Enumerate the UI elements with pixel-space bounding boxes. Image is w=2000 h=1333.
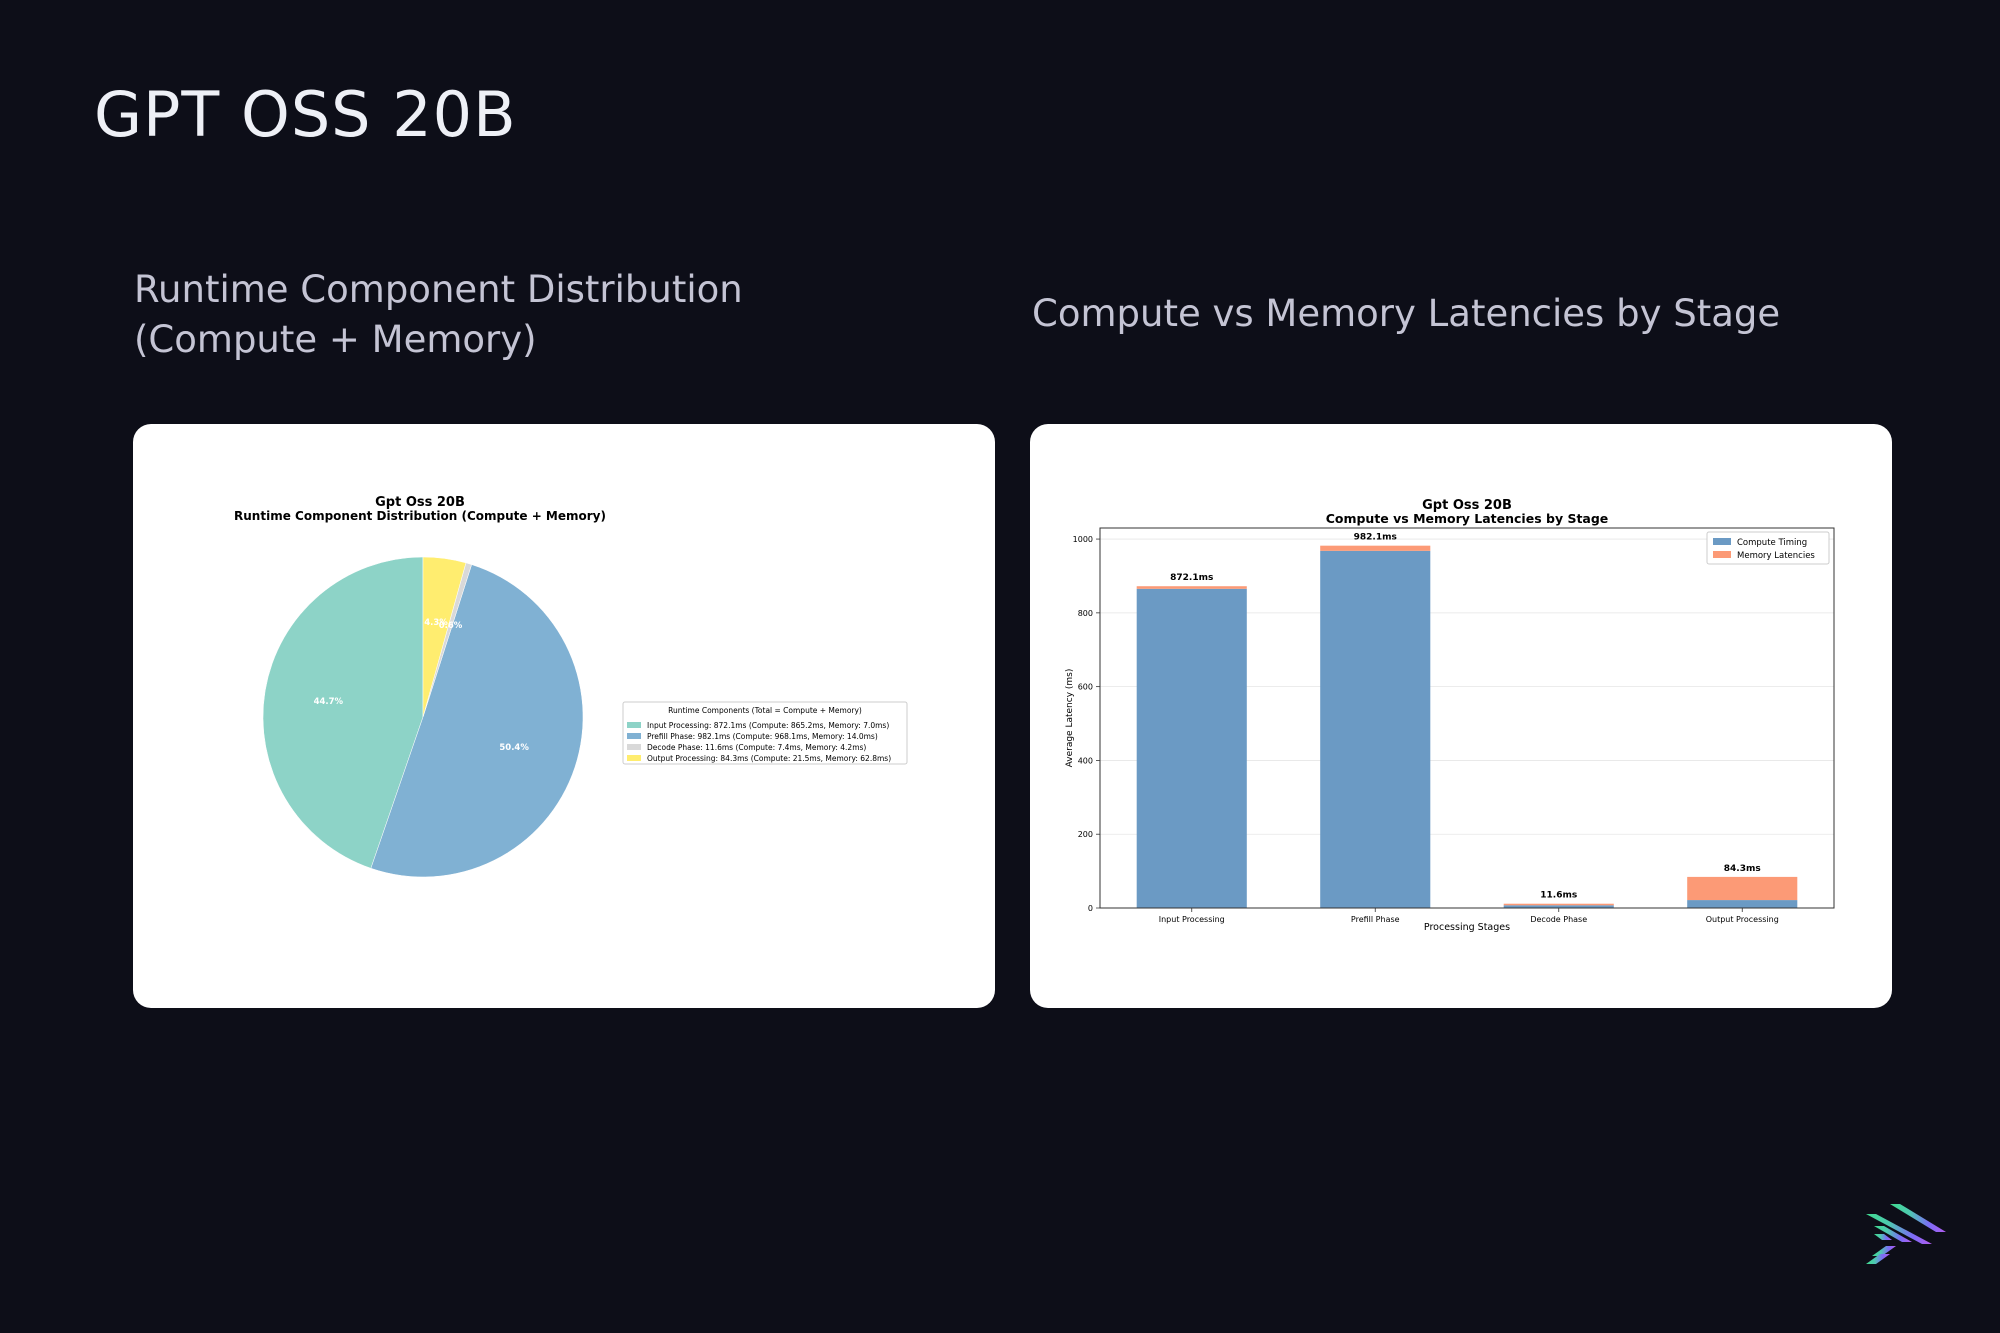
pie-section-heading-line-1: Runtime Component Distribution <box>134 268 743 311</box>
pie-legend-entry: Output Processing: 84.3ms (Compute: 21.5… <box>647 754 891 763</box>
pie-slice-output-processing <box>422 556 467 718</box>
bar-x-tick-label: Output Processing <box>1706 915 1779 924</box>
bar-segment-compute-timing <box>1503 905 1614 908</box>
pie-slices <box>262 556 584 878</box>
bar-chart-subtitle: Compute vs Memory Latencies by Stage <box>1326 511 1609 526</box>
pie-legend-entry: Decode Phase: 11.6ms (Compute: 7.4ms, Me… <box>647 743 866 752</box>
bar-total-label: 982.1ms <box>1354 533 1397 543</box>
bar-x-tick-label: Prefill Phase <box>1351 915 1400 924</box>
bar-legend-swatch <box>1713 538 1731 545</box>
bar-chart-title: Gpt Oss 20B <box>1422 498 1512 513</box>
bar-segment-memory-latencies <box>1687 876 1798 901</box>
bar-y-tick-label: 800 <box>1078 609 1093 618</box>
bar-y-tick-label: 200 <box>1078 830 1093 839</box>
bar-x-axis-label: Processing Stages <box>1424 922 1510 933</box>
pie-chart-card: Gpt Oss 20B Runtime Component Distributi… <box>133 424 995 1008</box>
bar-total-labels: 872.1ms 982.1ms 11.6ms 84.3ms <box>1170 533 1761 901</box>
pie-legend-swatch <box>627 755 641 761</box>
page-title: GPT OSS 20B <box>94 78 517 151</box>
bar-legend-box <box>1706 531 1830 565</box>
brand-logo-icon <box>1866 1204 1946 1264</box>
bar-x-tick-label: Decode Phase <box>1530 915 1587 924</box>
bar-section-heading: Compute vs Memory Latencies by Stage <box>1032 289 1780 339</box>
pie-legend-swatch <box>627 744 641 750</box>
pie-percent-label: 0.6% <box>439 621 463 631</box>
pie-section-heading: Runtime Component Distribution (Compute … <box>134 265 743 365</box>
bar-y-tick-label: 400 <box>1078 756 1093 765</box>
bar-segment-memory-latencies <box>1320 545 1431 551</box>
pie-section-heading-line-2: (Compute + Memory) <box>134 318 537 361</box>
pie-legend-entry: Prefill Phase: 982.1ms (Compute: 968.1ms… <box>647 732 878 741</box>
pie-legend-swatch <box>627 733 641 739</box>
pie-percent-label: 4.3% <box>424 618 448 628</box>
bar-segment-compute-timing <box>1320 550 1431 908</box>
bar-plot-frame <box>1099 527 1835 909</box>
bar-section-heading-line-1: Compute vs Memory Latencies by Stage <box>1032 292 1781 335</box>
pie-percent-label: 50.4% <box>499 743 529 753</box>
pie-chart-title: Gpt Oss 20B <box>375 495 465 510</box>
bar-y-tick-label: 0 <box>1088 904 1093 913</box>
bar-segment-memory-latencies <box>1136 586 1247 589</box>
bar-y-axis-label: Average Latency (ms) <box>1065 669 1075 768</box>
bar-legend-entry: Compute Timing <box>1737 538 1807 548</box>
bar-legend: Compute Timing Memory Latencies <box>1706 531 1830 565</box>
pie-slice-input-processing <box>262 556 424 869</box>
pie-legend: Runtime Components (Total = Compute + Me… <box>622 701 908 765</box>
pie-legend-box <box>622 701 908 765</box>
pie-percent-label: 44.7% <box>314 697 344 707</box>
bar-chart-card: Gpt Oss 20B Compute vs Memory Latencies … <box>1030 424 1892 1008</box>
pie-slice-prefill-phase <box>370 564 584 878</box>
pie-legend-swatch <box>627 722 641 728</box>
bar-bars <box>1136 545 1798 908</box>
bar-total-label: 872.1ms <box>1170 573 1213 583</box>
pie-chart-subtitle: Runtime Component Distribution (Compute … <box>234 509 606 523</box>
bar-x-tick-label: Input Processing <box>1159 915 1225 924</box>
bar-y-tick-label: 1000 <box>1073 535 1093 544</box>
bar-segment-compute-timing <box>1136 588 1247 908</box>
bar-y-axis: 0 200 400 600 800 1000 <box>1073 535 1100 913</box>
bar-y-tick-label: 600 <box>1078 683 1093 692</box>
pie-percent-labels: 44.7% 50.4% 0.6%4.3% <box>314 618 530 753</box>
pie-chart: Gpt Oss 20B Runtime Component Distributi… <box>234 495 908 878</box>
bar-total-label: 11.6ms <box>1540 891 1577 901</box>
pie-legend-entry: Input Processing: 872.1ms (Compute: 865.… <box>647 721 889 730</box>
pie-legend-title: Runtime Components (Total = Compute + Me… <box>668 706 862 715</box>
bar-legend-swatch <box>1713 551 1731 558</box>
bar-total-label: 84.3ms <box>1724 864 1761 874</box>
bar-segment-memory-latencies <box>1503 903 1614 906</box>
bar-segment-compute-timing <box>1687 900 1798 908</box>
bar-legend-entry: Memory Latencies <box>1737 551 1815 561</box>
bar-chart: Gpt Oss 20B Compute vs Memory Latencies … <box>1065 498 1835 933</box>
bar-x-axis: Input Processing Prefill Phase Decode Phas… <box>1159 908 1779 924</box>
